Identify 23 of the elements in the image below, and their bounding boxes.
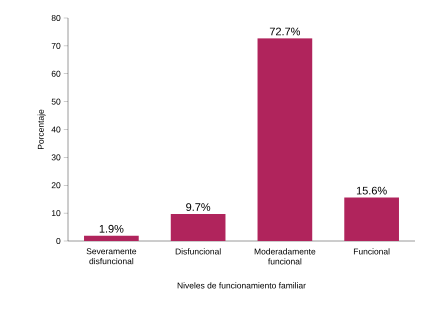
y-tick-label: 50 (52, 98, 60, 105)
y-tick-label: 70 (52, 42, 60, 49)
bar (84, 236, 139, 241)
x-axis-title: Niveles de funcionamiento familiar (178, 282, 306, 289)
x-tick-label: Moderadamente funcional (254, 248, 316, 264)
y-tick-label: 0 (56, 238, 60, 244)
data-label: 1.9% (100, 224, 124, 233)
data-label: 72.7% (270, 28, 300, 36)
x-tick-label: Funcional (354, 248, 390, 254)
bar (170, 214, 226, 241)
x-tick-label: Severamente disfuncional (86, 248, 136, 264)
bar (344, 198, 399, 241)
y-tick-label: 80 (52, 15, 60, 21)
y-axis-title: Porcentaje (38, 110, 46, 150)
y-tick-label: 30 (52, 154, 60, 160)
y-tick-label: 10 (52, 210, 60, 216)
y-tick-label: 20 (52, 182, 60, 188)
y-tick-label: 60 (52, 70, 60, 77)
x-tick-label: Disfuncional (176, 248, 221, 254)
y-tick-label: 40 (51, 126, 60, 132)
data-label: 15.6% (356, 186, 387, 194)
data-label: 9.7% (186, 203, 210, 211)
bar (258, 38, 312, 241)
